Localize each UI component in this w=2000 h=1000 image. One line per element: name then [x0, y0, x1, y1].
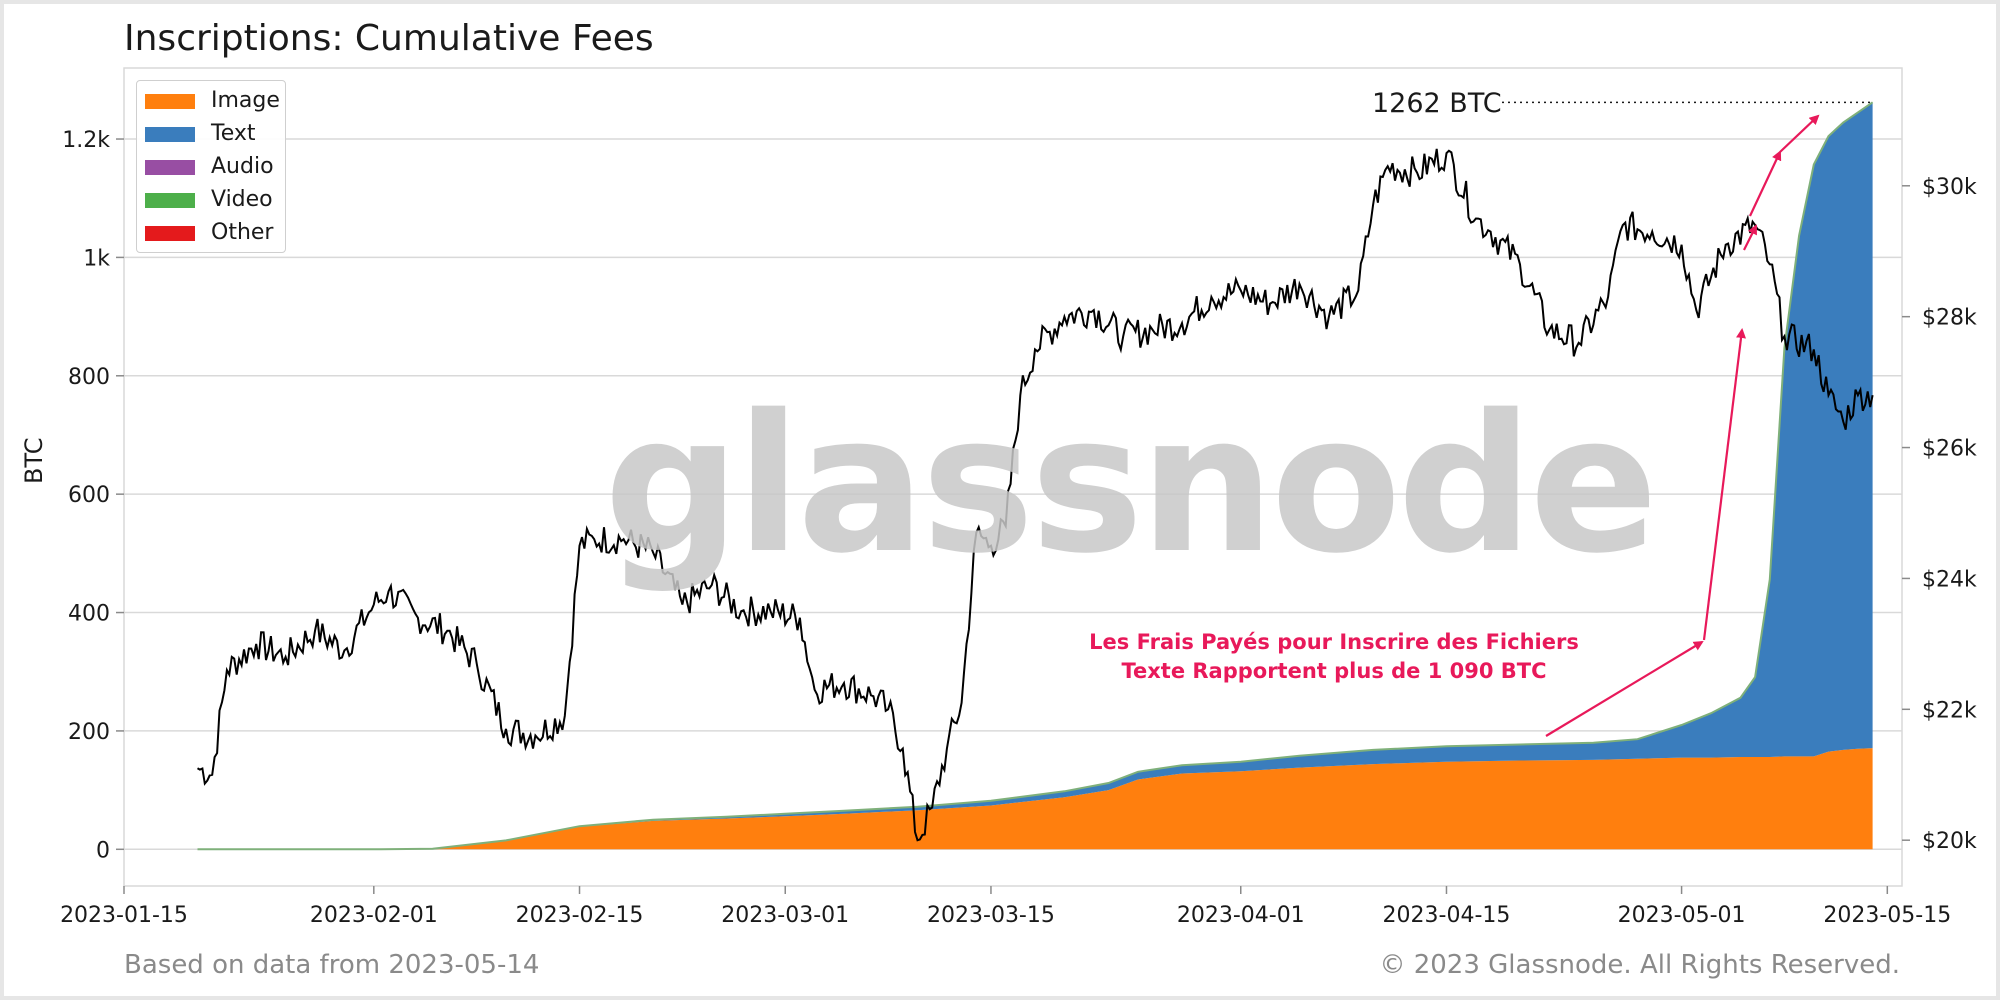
- y2-tick-label: $28k: [1922, 306, 1977, 331]
- chart-title: Inscriptions: Cumulative Fees: [124, 18, 654, 59]
- legend-swatch-video: [145, 193, 195, 208]
- price-line: [196, 148, 1874, 842]
- y-axis-label: BTC: [20, 437, 48, 484]
- legend-item-video: Video: [137, 184, 285, 217]
- annotation-arrow: [1545, 640, 1704, 737]
- y-tick-label: 200: [68, 720, 110, 745]
- legend-item-image: Image: [137, 85, 285, 118]
- y-tick-label: 1k: [83, 246, 110, 271]
- legend-swatch-image: [145, 94, 195, 109]
- y-tick-label: 400: [68, 602, 110, 627]
- legend-item-audio: Audio: [137, 151, 285, 184]
- x-tick-label: 2023-04-15: [1383, 903, 1511, 928]
- watermark: glassnode: [604, 374, 1658, 595]
- x-tick-label: 2023-02-01: [310, 903, 438, 928]
- footer-data-date: Based on data from 2023-05-14: [124, 950, 540, 980]
- legend-item-other: Other: [137, 217, 285, 250]
- annotation-line-1: Les Frais Payés pour Inscrire des Fichie…: [1089, 630, 1579, 654]
- y2-tick-label: $26k: [1922, 437, 1977, 462]
- y-tick-label: 800: [68, 365, 110, 390]
- annotation-arrow: [1749, 150, 1782, 217]
- legend-swatch-other: [145, 226, 195, 241]
- y-tick-label: 1.2k: [62, 128, 110, 153]
- x-tick-label: 2023-02-15: [516, 903, 644, 928]
- plot-frame: [123, 67, 1903, 887]
- annotation-arrow: [1702, 328, 1746, 641]
- y2-tick-label: $20k: [1922, 829, 1977, 854]
- annotation-arrow: [1779, 114, 1820, 153]
- legend-label-audio: Audio: [211, 154, 274, 179]
- legend: Image Text Audio Video Other: [136, 80, 286, 253]
- legend-label-text: Text: [211, 121, 256, 146]
- x-tick-label: 2023-05-15: [1823, 903, 1951, 928]
- y2-tick-label: $22k: [1922, 698, 1977, 723]
- x-tick-label: 2023-05-01: [1618, 903, 1746, 928]
- legend-label-video: Video: [211, 187, 273, 212]
- area-top-edge: [197, 101, 1874, 851]
- x-tick-label: 2023-03-15: [927, 903, 1055, 928]
- annotation-peak-label: 1262 BTC: [1372, 88, 1502, 119]
- legend-item-text: Text: [137, 118, 285, 151]
- y2-tick-label: $24k: [1922, 567, 1977, 592]
- chart-frame: 0 200 400 600 800 1k 1.2k $20k $22k $24k $26k $28k $…: [4, 4, 1996, 996]
- x-tick-label: 2023-03-01: [721, 903, 849, 928]
- annotation-text-fees: Les Frais Payés pour Inscrire des Fichie…: [1054, 628, 1614, 686]
- x-tick-label: 2023-01-15: [60, 903, 188, 928]
- y-tick-label: 0: [96, 838, 110, 863]
- chart-svg: 0 200 400 600 800 1k 1.2k $20k $22k $24k $26k $28k $…: [60, 67, 1977, 928]
- legend-label-other: Other: [211, 220, 274, 245]
- area-series-image: [197, 748, 1873, 850]
- y2-tick-label: $30k: [1922, 175, 1977, 200]
- legend-swatch-text: [145, 127, 195, 142]
- legend-label-image: Image: [211, 88, 280, 113]
- x-tick-label: 2023-04-01: [1177, 903, 1305, 928]
- annotation-arrow: [1743, 224, 1757, 251]
- annotation-line-2: Texte Rapportent plus de 1 090 BTC: [1121, 659, 1547, 683]
- legend-swatch-audio: [145, 160, 195, 175]
- footer-copyright: © 2023 Glassnode. All Rights Reserved.: [1379, 950, 1900, 980]
- y-tick-label: 600: [68, 483, 110, 508]
